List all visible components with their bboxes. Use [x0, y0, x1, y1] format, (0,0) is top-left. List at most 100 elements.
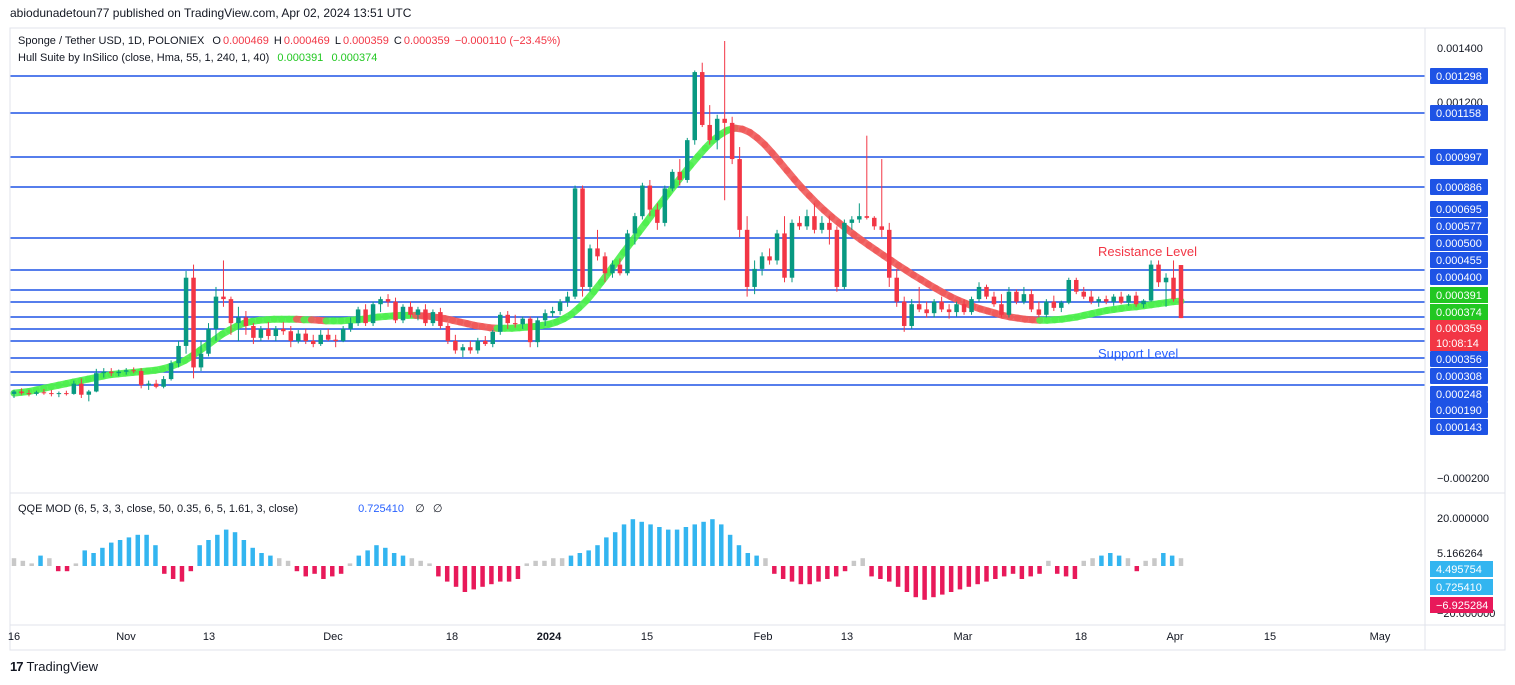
high-value: 0.000469	[283, 35, 330, 47]
axes: 0.0014000.001200−0.0002000.0012980.00115…	[8, 27, 1506, 651]
time-tick-label: May	[1370, 631, 1391, 643]
hull-band	[10, 124, 1185, 397]
candle-body	[393, 301, 398, 321]
candle-body	[565, 296, 570, 302]
candle-body	[946, 309, 952, 313]
candle-body	[498, 314, 503, 332]
qqe-bar	[20, 560, 26, 566]
candle-body	[1126, 295, 1131, 303]
qqe-bar	[904, 566, 910, 592]
qqe-bar	[409, 558, 415, 566]
level-badge	[1430, 269, 1488, 285]
level-badge-label: 0.001298	[1436, 71, 1482, 83]
candle-body	[363, 309, 368, 324]
qqe-bar	[763, 558, 768, 566]
qqe-histogram	[11, 519, 1184, 600]
visibility-icon-2[interactable]: ∅	[432, 503, 443, 515]
candle-body	[505, 314, 510, 324]
qqe-bar	[798, 566, 804, 585]
qqe-bar	[250, 547, 255, 566]
candle-body	[879, 226, 885, 230]
qqe-bar	[1099, 555, 1104, 566]
candle-body	[445, 325, 451, 341]
level-badge-label: 0.000143	[1436, 422, 1482, 434]
candle-body	[557, 301, 563, 312]
candle-body	[101, 371, 107, 374]
candle-body	[699, 72, 705, 125]
price-badge-label: 0.000374	[1436, 307, 1482, 319]
candle-body	[849, 219, 855, 223]
qqe-bar	[851, 560, 857, 566]
time-tick-label: 15	[1264, 631, 1276, 643]
time-tick-label: 18	[1075, 631, 1087, 643]
candle-body	[453, 340, 458, 351]
indicator-legend: Hull Suite by InSilico (close, Hma, 55, …	[18, 52, 379, 64]
candle-body	[864, 216, 870, 218]
qqe-bar	[126, 537, 132, 566]
qqe-title[interactable]: QQE MOD (6, 5, 3, 3, close, 50, 0.35, 6,…	[18, 503, 299, 515]
time-tick-label: Nov	[116, 631, 136, 643]
brand-name[interactable]: TradingView	[26, 659, 99, 674]
qqe-bar	[312, 566, 317, 574]
visibility-icon[interactable]: ∅	[415, 503, 425, 515]
candle-body	[789, 222, 795, 278]
qqe-bar	[754, 555, 759, 566]
candle-body	[258, 328, 264, 338]
level-badge	[1430, 351, 1488, 367]
indicator-title[interactable]: Hull Suite by InSilico (close, Hma, 55, …	[18, 52, 270, 64]
qqe-bar	[188, 566, 194, 572]
price-badge	[1430, 335, 1488, 351]
qqe-bar	[471, 566, 476, 590]
qqe-bar	[144, 534, 149, 566]
qqe-bar	[241, 540, 247, 566]
qqe-bar	[462, 566, 468, 592]
candle-body	[804, 216, 810, 227]
candle-body	[774, 233, 780, 261]
qqe-bar	[29, 563, 34, 566]
qqe-bar	[1108, 553, 1113, 566]
qqe-bar	[179, 566, 185, 582]
level-badge	[1430, 179, 1488, 195]
candle-body	[752, 268, 757, 287]
candle-body	[542, 313, 548, 321]
qqe-bar	[338, 566, 344, 574]
candle-body	[318, 334, 323, 345]
qqe-bar	[807, 566, 812, 585]
level-badge	[1430, 149, 1488, 165]
qqe-legend: QQE MOD (6, 5, 3, 3, close, 50, 0.35, 6,…	[18, 502, 444, 515]
level-badge	[1430, 252, 1488, 268]
candle-body	[572, 188, 578, 297]
candle-body	[677, 171, 683, 180]
candle-body	[909, 304, 914, 326]
qqe-bar	[303, 566, 308, 577]
qqe-bar	[604, 537, 609, 566]
qqe-bar	[568, 555, 574, 566]
candle-body	[198, 353, 204, 368]
qqe-bar	[674, 529, 680, 566]
price-badge-label: 0.000391	[1436, 290, 1482, 302]
candle-body	[857, 216, 862, 220]
qqe-bar	[1169, 555, 1175, 566]
qqe-bar	[223, 529, 229, 566]
qqe-bar	[1081, 560, 1086, 566]
qqe-bar	[383, 547, 388, 566]
qqe-bar	[1028, 566, 1033, 577]
qqe-bar	[330, 566, 335, 577]
candle-body	[887, 229, 892, 278]
qqe-bar	[259, 553, 264, 566]
candle-body	[1148, 264, 1154, 301]
candle-body	[56, 393, 62, 395]
symbol-title[interactable]: Sponge / Tether USD, 1D, POLONIEX	[18, 35, 205, 47]
candle-body	[116, 371, 121, 374]
qqe-bar	[38, 555, 43, 566]
open-value: 0.000469	[222, 35, 269, 47]
candle-body	[288, 331, 294, 341]
qqe-bar	[621, 524, 627, 566]
tradingview-logo-icon: 17	[10, 659, 24, 674]
qqe-bar	[1152, 558, 1157, 566]
qqe-badge	[1430, 597, 1493, 613]
qqe-bar	[780, 566, 786, 579]
close-value: 0.000359	[403, 35, 450, 47]
time-tick-label: 13	[841, 631, 853, 643]
